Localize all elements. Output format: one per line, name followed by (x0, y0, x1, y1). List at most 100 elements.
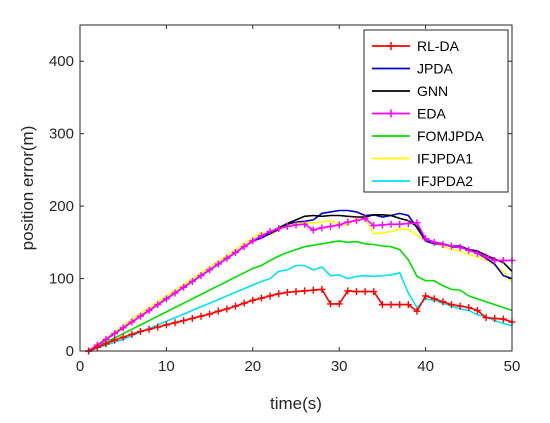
point-rl-da (240, 299, 248, 307)
point-rl-da (499, 315, 507, 323)
point-rl-da (430, 295, 438, 303)
point-eda (136, 312, 144, 320)
point-eda (301, 220, 309, 228)
point-rl-da (128, 330, 136, 338)
tick-labels: 0 10 20 30 40 50 0 100 200 300 400 (49, 53, 520, 375)
point-rl-da (465, 304, 473, 312)
point-rl-da (491, 314, 499, 322)
point-eda (482, 253, 490, 261)
legend-marker (387, 42, 395, 50)
point-rl-da (223, 305, 231, 313)
point-eda (145, 306, 153, 314)
point-rl-da (171, 319, 179, 327)
point-eda (327, 222, 335, 230)
point-eda (119, 324, 127, 332)
point-eda (413, 219, 421, 227)
point-rl-da (396, 301, 404, 309)
point-eda (154, 301, 162, 309)
point-eda (188, 277, 196, 285)
point-rl-da (257, 294, 265, 302)
point-eda (128, 318, 136, 326)
axes-box (79, 24, 513, 352)
point-eda (456, 243, 464, 251)
y-tick-label: 300 (49, 126, 74, 143)
ticks (79, 25, 513, 352)
x-axis-title: time(s) (270, 394, 322, 413)
legend-marker (387, 109, 395, 118)
point-rl-da (180, 317, 188, 325)
point-rl-da (378, 301, 386, 309)
point-rl-da (473, 306, 481, 314)
point-eda (292, 221, 300, 229)
point-eda (240, 243, 248, 251)
point-rl-da (309, 286, 317, 294)
point-eda (249, 237, 257, 245)
legend-label-jpda: JPDA (417, 61, 453, 77)
point-rl-da (102, 340, 110, 348)
point-rl-da (275, 290, 283, 298)
legend-label-ifjpda2: IFJPDA2 (417, 173, 473, 189)
point-rl-da (413, 307, 421, 315)
point-eda (422, 235, 430, 243)
x-tick-label: 50 (504, 358, 521, 375)
point-eda (361, 214, 369, 222)
legend-label-gnn: GNN (417, 83, 448, 99)
x-tick-label: 20 (244, 358, 261, 375)
y-tick-label: 400 (49, 53, 74, 70)
series-line-ifjpda2 (88, 264, 513, 352)
point-rl-da (145, 325, 153, 333)
point-eda (344, 218, 352, 226)
point-rl-da (439, 298, 447, 306)
legend-label-eda: EDA (417, 106, 446, 122)
point-rl-da (197, 312, 205, 320)
legend-label-ifjpda1: IFJPDA1 (417, 151, 473, 167)
series-line-fomjpda (88, 240, 513, 352)
point-rl-da (387, 301, 395, 309)
y-tick-label: 100 (49, 271, 74, 288)
point-eda (206, 266, 214, 274)
point-eda (309, 226, 317, 234)
point-rl-da (318, 285, 326, 293)
point-rl-da (448, 301, 456, 309)
point-eda (283, 222, 291, 230)
point-rl-da (370, 288, 378, 296)
x-tick-label: 0 (76, 358, 84, 375)
point-eda (111, 330, 119, 338)
x-tick-label: 40 (417, 358, 434, 375)
point-rl-da (206, 310, 214, 318)
point-eda (387, 220, 395, 228)
legend-label-fomjpda: FOMJPDA (417, 128, 485, 144)
x-tick-label: 10 (158, 358, 175, 375)
point-rl-da (327, 300, 335, 308)
y-tick-label: 200 (49, 198, 74, 215)
point-eda (439, 241, 447, 249)
point-rl-da (352, 288, 360, 296)
point-rl-da (111, 336, 119, 344)
point-eda (352, 217, 360, 225)
point-eda (162, 295, 170, 303)
point-eda (396, 220, 404, 228)
point-eda (214, 260, 222, 268)
point-eda (448, 242, 456, 250)
point-rl-da (361, 288, 369, 296)
point-eda (404, 219, 412, 227)
point-eda (465, 246, 473, 254)
point-eda (275, 225, 283, 233)
point-rl-da (93, 343, 101, 351)
point-rl-da (422, 292, 430, 300)
point-rl-da (249, 296, 257, 304)
point-rl-da (119, 333, 127, 341)
legend-box (363, 29, 509, 193)
point-eda (171, 289, 179, 297)
point-eda (473, 249, 481, 257)
point-eda (430, 238, 438, 246)
point-rl-da (456, 302, 464, 310)
point-eda (491, 256, 499, 264)
point-eda (180, 283, 188, 291)
point-rl-da (301, 287, 309, 295)
point-eda (335, 221, 343, 229)
legend: RL-DA JPDA GNN EDA FOMJPDA IFJPDA1 IFJPDA2 (363, 29, 509, 193)
point-rl-da (292, 288, 300, 296)
point-eda (370, 222, 378, 230)
